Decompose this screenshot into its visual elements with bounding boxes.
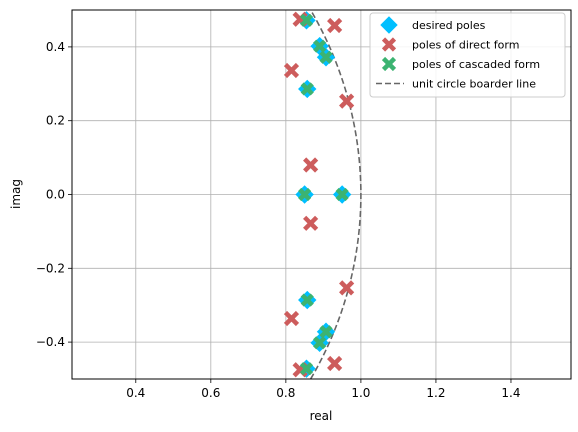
direct-form-pole-marker <box>327 17 343 34</box>
axes-frame <box>71 9 572 380</box>
direct-form-pole-marker <box>303 215 319 231</box>
cascaded-form-pole-marker <box>319 50 333 64</box>
cascaded-form-pole-marker <box>298 187 312 202</box>
legend-x-swatch <box>381 56 397 72</box>
direct-form-pole-marker <box>339 280 355 296</box>
legend-entry-label: poles of direct form <box>412 39 519 52</box>
y-tick-label: −0.4 <box>36 335 65 349</box>
y-axis-label: imag <box>9 179 23 209</box>
cascaded-form-pole-marker <box>299 13 314 27</box>
cascaded-form-pole-marker <box>319 325 333 339</box>
direct-form-pole-marker <box>303 157 319 173</box>
legend-x-swatch <box>381 37 397 52</box>
direct-form-pole-marker <box>327 355 343 372</box>
y-tick-label: −0.2 <box>36 261 65 275</box>
legend-entry-label: desired poles <box>412 19 486 32</box>
cascaded-form-pole-marker <box>300 293 314 307</box>
y-tick-label: 0.2 <box>46 114 65 128</box>
legend-entry-label: poles of cascaded form <box>412 58 540 71</box>
x-tick-label: 1.2 <box>426 386 445 400</box>
y-tick-label: 0.0 <box>46 188 65 202</box>
x-tick-label: 1.4 <box>501 386 520 400</box>
x-tick-label: 0.8 <box>276 386 295 400</box>
direct-form-pole-marker <box>283 62 300 79</box>
direct-form-pole-marker <box>283 310 300 327</box>
unit-circle-line <box>309 10 362 379</box>
legend-entry-label: unit circle boarder line <box>412 78 536 91</box>
x-axis-label: real <box>310 409 333 423</box>
cascaded-form-pole-marker <box>313 336 327 350</box>
legend: desired poles poles of direct form poles o… <box>369 12 566 98</box>
cascaded-form-pole-marker <box>300 82 314 96</box>
x-tick-label: 1.0 <box>351 386 370 400</box>
legend-box <box>369 12 566 98</box>
plot-area <box>283 10 362 379</box>
cascaded-form-pole-marker <box>299 362 314 376</box>
y-tick-label: 0.4 <box>46 40 65 54</box>
cascaded-form-pole-marker <box>313 39 327 53</box>
x-tick-label: 0.6 <box>201 386 220 400</box>
cascaded-form-pole-marker <box>335 187 349 202</box>
axis-ticks: 0.4 0.6 0.8 1.0 1.2 1.4 −0.4 −0.2 0.0 0.2 0.4 <box>36 40 521 400</box>
direct-form-pole-marker <box>339 93 355 109</box>
legend-diamond-swatch <box>380 16 398 34</box>
x-tick-label: 0.4 <box>126 386 145 400</box>
